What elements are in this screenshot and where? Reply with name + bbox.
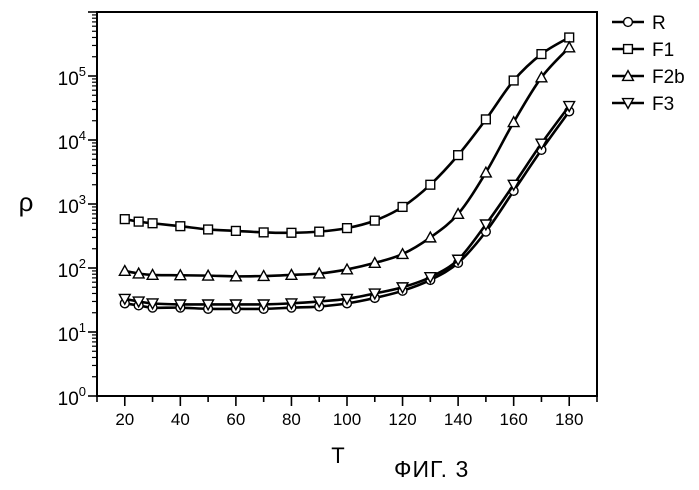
- y-tick-label: 104: [58, 128, 86, 154]
- legend-label: F3: [652, 94, 674, 115]
- series-point: [564, 42, 575, 52]
- legend-item-f3: F3: [612, 94, 674, 115]
- y-tick-base: 10: [58, 197, 79, 218]
- x-axis: 20 40 60 80 100 120 140 160 180: [97, 396, 597, 429]
- series-point: [120, 215, 129, 224]
- y-tick-base: 10: [58, 133, 79, 154]
- series-point: [259, 228, 268, 237]
- x-tick-label: 60: [226, 410, 245, 429]
- x-tick-label: 100: [333, 410, 361, 429]
- series-layer: [119, 33, 574, 313]
- x-tick-label: 40: [171, 410, 190, 429]
- y-tick-exponent: 4: [79, 128, 86, 143]
- x-tick-label: 80: [282, 410, 301, 429]
- series-point: [454, 151, 463, 160]
- series-point: [231, 226, 240, 235]
- series-line: [125, 47, 569, 276]
- series-point: [176, 222, 185, 231]
- series-point: [509, 76, 518, 85]
- y-tick-exponent: 2: [79, 256, 86, 271]
- x-tick-label: 20: [115, 410, 134, 429]
- series-point: [134, 217, 143, 226]
- y-tick-exponent: 1: [79, 320, 86, 335]
- x-tick-label: 120: [388, 410, 416, 429]
- y-tick-base: 10: [58, 261, 79, 282]
- y-tick-label: 103: [58, 192, 86, 218]
- legend-item-f1: F1: [612, 40, 674, 61]
- y-tick-exponent: 3: [79, 192, 86, 207]
- x-tick-label: 160: [499, 410, 527, 429]
- x-axis-label: T: [331, 443, 344, 468]
- y-tick-base: 10: [58, 389, 79, 410]
- series-point: [426, 180, 435, 189]
- figure-caption: ФИГ. 3: [394, 456, 469, 483]
- series-point: [398, 203, 407, 212]
- legend-item-f2b: F2b: [612, 67, 685, 88]
- series-point: [481, 115, 490, 124]
- series-point: [204, 225, 213, 234]
- series-point: [343, 224, 352, 233]
- y-tick-base: 10: [58, 69, 79, 90]
- y-tick-label: 101: [58, 320, 86, 346]
- series-point: [370, 216, 379, 225]
- y-tick-exponent: 5: [79, 64, 86, 79]
- legend-marker: [624, 45, 633, 54]
- series-line: [125, 37, 569, 232]
- legend-label: R: [652, 13, 666, 34]
- legend-item-r: R: [612, 13, 666, 34]
- legend-label: F1: [652, 40, 674, 61]
- legend-label: F2b: [652, 67, 685, 88]
- legend: R F1 F2b F3: [612, 13, 685, 115]
- series-f2b: [119, 42, 574, 281]
- y-axis: 100101102103104105: [58, 12, 97, 410]
- x-tick-label: 140: [444, 410, 472, 429]
- y-tick-label: 102: [58, 256, 86, 282]
- legend-marker: [624, 18, 633, 27]
- y-tick-label: 105: [58, 64, 86, 90]
- series-point: [315, 227, 324, 236]
- x-tick-label: 180: [555, 410, 583, 429]
- series-point: [537, 50, 546, 59]
- y-tick-exponent: 0: [79, 384, 86, 399]
- y-tick-label: 100: [58, 384, 86, 410]
- y-axis-label: ρ: [19, 187, 34, 217]
- series-point: [148, 219, 157, 228]
- y-tick-base: 10: [58, 325, 79, 346]
- series-point: [287, 228, 296, 237]
